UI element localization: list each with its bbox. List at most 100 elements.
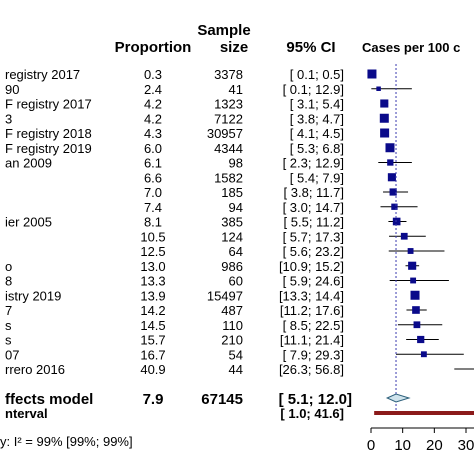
sample-size-value: 110 bbox=[222, 318, 243, 333]
study-point bbox=[392, 217, 401, 226]
proportion-value: 14.2 bbox=[140, 303, 165, 318]
study-point bbox=[407, 248, 414, 254]
sample-size-value: 185 bbox=[221, 185, 243, 200]
sample-size-value: 41 bbox=[229, 82, 243, 97]
ci-value: [ 8.5; 22.5] bbox=[283, 318, 344, 333]
prediction-label: nterval bbox=[5, 406, 48, 421]
ci-value: [ 5.9; 24.6] bbox=[283, 274, 344, 289]
ci-value: [26.3; 56.8] bbox=[279, 362, 344, 377]
study-label: istry 2019 bbox=[5, 288, 61, 303]
sample-size-value: 64 bbox=[229, 244, 243, 259]
proportion-value: 0.3 bbox=[144, 67, 162, 82]
study-point bbox=[410, 290, 420, 300]
sample-size-value: 94 bbox=[229, 200, 243, 215]
sample-size-value: 7122 bbox=[214, 111, 243, 126]
prediction-bar bbox=[374, 411, 474, 415]
proportion-value: 6.0 bbox=[144, 141, 162, 156]
summary-proportion: 7.9 bbox=[143, 391, 164, 408]
ci-value: [ 5.5; 11.2] bbox=[284, 215, 344, 230]
proportion-value: 13.3 bbox=[140, 274, 165, 289]
sample-size-value: 60 bbox=[229, 274, 243, 289]
proportion-value: 4.3 bbox=[144, 126, 162, 141]
x-tick-label: 30 bbox=[458, 437, 474, 454]
study-label: 07 bbox=[5, 347, 19, 362]
sample-size-value: 3378 bbox=[214, 67, 243, 82]
study-point bbox=[412, 306, 420, 314]
column-headers: Proportion Sample size 95% CI Cases per … bbox=[115, 22, 461, 56]
proportion-value: 14.5 bbox=[140, 318, 165, 333]
x-axis: 0 10 20 30 bbox=[367, 427, 474, 454]
study-label: o bbox=[5, 259, 12, 274]
x-tick-label: 20 bbox=[426, 437, 443, 454]
proportion-value: 6.6 bbox=[144, 170, 162, 185]
sample-size-value: 986 bbox=[221, 259, 243, 274]
header-sample-line1: Sample bbox=[197, 22, 250, 39]
study-marks bbox=[367, 64, 474, 414]
proportion-value: 6.1 bbox=[144, 156, 162, 171]
study-point bbox=[400, 232, 408, 240]
study-point bbox=[391, 203, 398, 210]
study-point bbox=[410, 277, 417, 284]
ci-value: [10.9; 15.2] bbox=[279, 259, 344, 274]
study-label: s bbox=[5, 333, 12, 348]
ci-value: [ 3.0; 14.7] bbox=[283, 200, 344, 215]
ci-value: [ 3.8; 4.7] bbox=[290, 111, 344, 126]
header-ci: 95% CI bbox=[286, 39, 335, 56]
proportion-value: 7.4 bbox=[144, 200, 162, 215]
proportion-value: 2.4 bbox=[144, 82, 162, 97]
study-label: 3 bbox=[5, 111, 12, 126]
proportion-value: 12.5 bbox=[140, 244, 165, 259]
study-label: F registry 2019 bbox=[5, 141, 92, 156]
heterogeneity-text: y: I² = 99% [99%; 99%] bbox=[0, 434, 133, 449]
header-sample-line2: size bbox=[220, 39, 248, 56]
sample-size-value: 1582 bbox=[214, 170, 243, 185]
summary-ci: [ 5.1; 12.0] bbox=[279, 391, 352, 408]
study-point bbox=[380, 99, 389, 108]
study-label: 8 bbox=[5, 274, 12, 289]
study-point bbox=[389, 188, 397, 196]
study-point bbox=[408, 261, 417, 270]
prediction-ci: [ 1.0; 41.6] bbox=[280, 406, 344, 421]
sample-size-value: 54 bbox=[229, 347, 243, 362]
proportion-value: 13.9 bbox=[140, 288, 165, 303]
header-proportion: Proportion bbox=[115, 39, 192, 56]
sample-size-value: 210 bbox=[221, 333, 243, 348]
proportion-value: 13.0 bbox=[140, 259, 165, 274]
ci-value: [ 5.7; 17.3] bbox=[283, 229, 344, 244]
study-point bbox=[387, 159, 394, 166]
x-tick-label: 0 bbox=[367, 437, 375, 454]
ci-value: [ 0.1; 12.9] bbox=[283, 82, 344, 97]
ci-value: [ 0.1; 0.5] bbox=[290, 67, 344, 82]
study-point bbox=[380, 128, 390, 138]
study-label: 7 bbox=[5, 303, 12, 318]
proportion-value: 10.5 bbox=[140, 229, 165, 244]
study-point bbox=[387, 173, 396, 182]
study-point bbox=[420, 351, 427, 358]
summary-rows: ffects model 7.9 67145 [ 5.1; 12.0] nterval [… bbox=[5, 391, 474, 421]
ci-value: [ 5.3; 6.8] bbox=[290, 141, 344, 156]
sample-size-value: 487 bbox=[221, 303, 243, 318]
proportion-value: 15.7 bbox=[140, 333, 165, 348]
sample-size-value: 385 bbox=[221, 215, 243, 230]
study-label: rrero 2016 bbox=[5, 362, 65, 377]
ci-value: [ 3.8; 11.7] bbox=[284, 185, 344, 200]
study-point bbox=[413, 321, 421, 329]
ci-value: [11.2; 17.6] bbox=[280, 303, 344, 318]
study-label: F registry 2017 bbox=[5, 97, 92, 112]
sample-size-value: 124 bbox=[221, 229, 243, 244]
study-point bbox=[367, 69, 377, 79]
proportion-value: 7.0 bbox=[144, 185, 162, 200]
ci-value: [ 4.1; 4.5] bbox=[290, 126, 344, 141]
proportion-value: 8.1 bbox=[144, 215, 162, 230]
sample-size-value: 15497 bbox=[207, 288, 243, 303]
study-point bbox=[417, 335, 425, 344]
sample-size-value: 44 bbox=[229, 362, 243, 377]
summary-label: ffects model bbox=[5, 391, 93, 408]
ci-value: [11.1; 21.4] bbox=[280, 333, 344, 348]
study-label: 90 bbox=[5, 82, 19, 97]
proportion-value: 4.2 bbox=[144, 97, 162, 112]
study-label: an 2009 bbox=[5, 156, 52, 171]
ci-value: [ 7.9; 29.3] bbox=[283, 347, 344, 362]
sample-size-value: 30957 bbox=[207, 126, 243, 141]
study-label: registry 2017 bbox=[5, 67, 80, 82]
